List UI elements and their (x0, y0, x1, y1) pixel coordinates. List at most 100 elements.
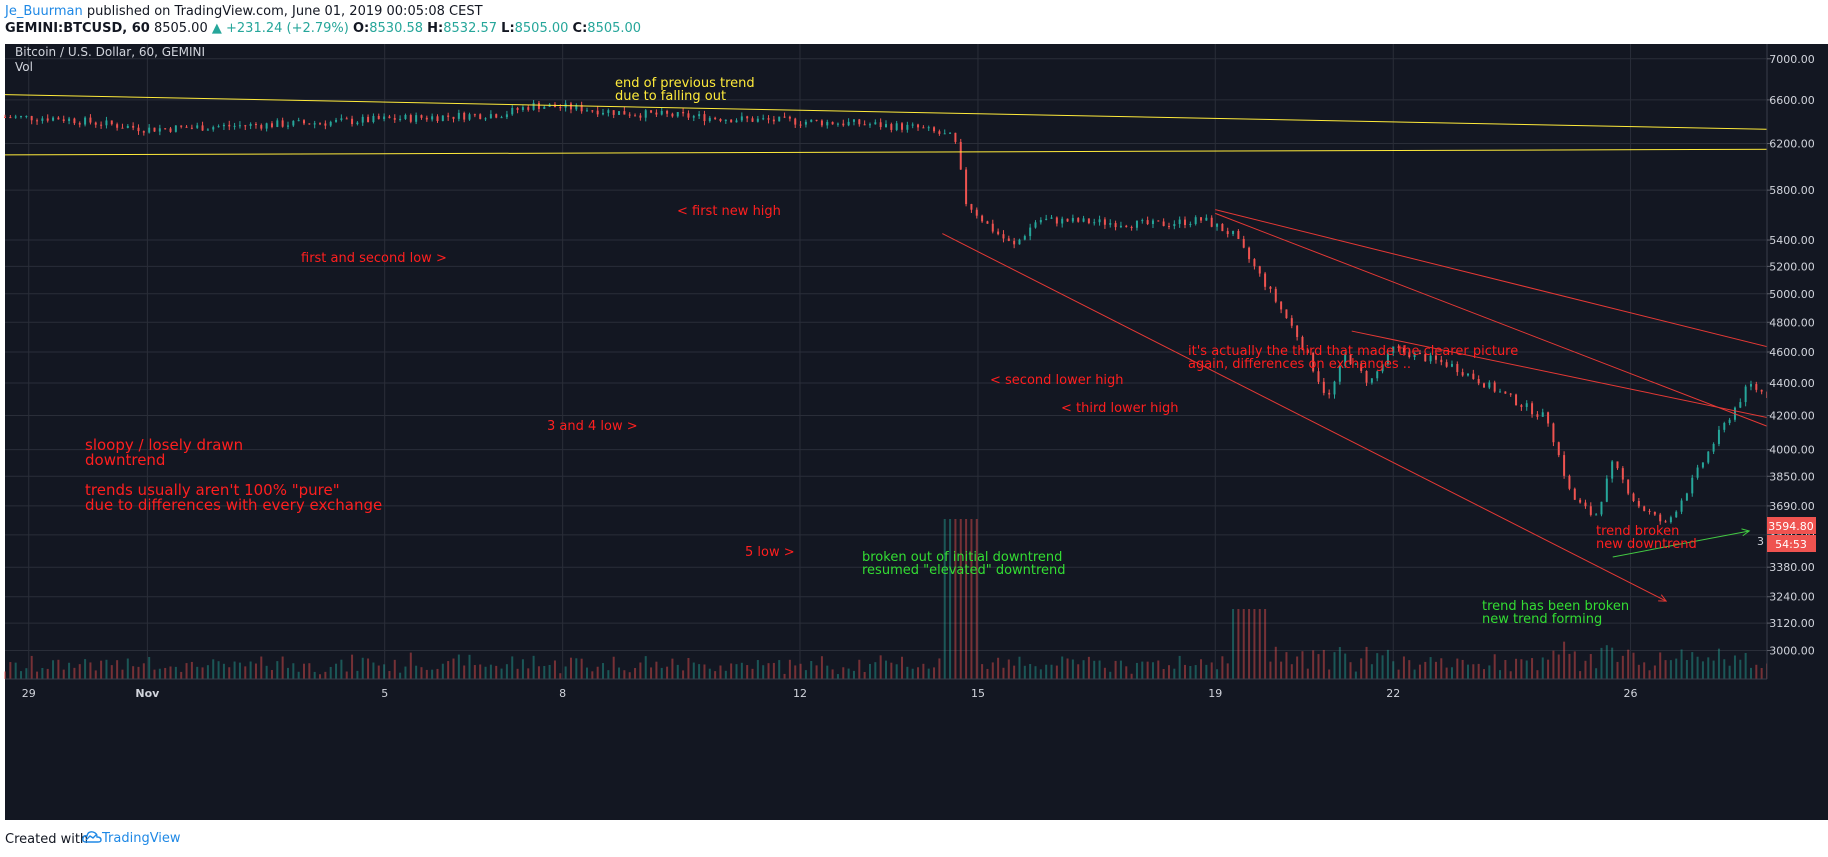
candle-body (1488, 382, 1491, 388)
volume-bar (906, 666, 909, 679)
candle-body (799, 124, 802, 126)
candle-body (1483, 383, 1486, 388)
time-axis[interactable] (5, 679, 1768, 705)
candle-body (933, 127, 936, 132)
candle-body (1253, 259, 1256, 267)
volume-bar (484, 666, 487, 679)
volume-bar (169, 666, 172, 679)
volume-bar (89, 662, 92, 679)
tradingview-logo[interactable]: TradingView (82, 830, 181, 846)
candle-body (351, 118, 354, 125)
candle-body (1354, 363, 1357, 365)
candle-body (105, 120, 108, 126)
annotation-third-clearer: again, differences on exchanges .. (1188, 357, 1411, 372)
volume-bar (1253, 609, 1256, 679)
candle-body (682, 112, 685, 114)
candle-body (906, 124, 909, 130)
price-axis[interactable] (1767, 44, 1828, 820)
volume-bar (585, 667, 588, 679)
candle-body (1531, 403, 1534, 415)
volume-bar (415, 665, 418, 679)
candle-body (1317, 371, 1320, 382)
trendline-red[interactable] (1215, 212, 1828, 627)
candle-body (938, 131, 941, 134)
candle-body (100, 124, 103, 126)
volume-bar (409, 652, 412, 679)
volume-bar (644, 656, 647, 679)
volume-bar (1370, 664, 1373, 679)
candle-body (1328, 392, 1331, 395)
volume-bar (254, 663, 257, 679)
candle-body (1579, 499, 1582, 503)
volume-bar (1675, 658, 1678, 679)
volume-bar (1354, 671, 1357, 679)
candle-body (1440, 359, 1443, 363)
volume-bar (1392, 661, 1395, 679)
candle-body (505, 114, 508, 118)
volume-bar (1424, 661, 1427, 679)
volume-bar (1744, 652, 1747, 679)
legend-title: Bitcoin / U.S. Dollar, 60, GEMINI (15, 45, 205, 59)
volume-bar (783, 673, 786, 679)
candle-body (489, 114, 492, 119)
volume-bar (1605, 645, 1608, 679)
volume-bar (687, 657, 690, 679)
candle-body (1755, 384, 1758, 390)
candle-body (1248, 247, 1251, 260)
volume-bar (863, 671, 866, 679)
volume-bar (153, 669, 156, 679)
trendline-yellow[interactable] (4, 94, 1828, 141)
volume-bar (1226, 663, 1229, 679)
volume-bar (708, 668, 711, 679)
trendline-red[interactable] (942, 233, 1667, 602)
candle-body (185, 126, 188, 128)
candle-body (1653, 511, 1656, 515)
volume-bar (762, 665, 765, 679)
volume-bar (1173, 668, 1176, 679)
candle-body (655, 112, 658, 115)
candle-body (772, 119, 775, 122)
volume-bar (612, 656, 615, 679)
candle-body (778, 116, 781, 122)
candle-body (324, 123, 327, 126)
candle-body (559, 107, 562, 109)
candle-body (1386, 352, 1389, 365)
candle-body (756, 118, 759, 122)
volume-bar (1760, 667, 1763, 679)
candle-body (500, 117, 503, 119)
candle-body (1306, 349, 1309, 353)
candle-body (116, 124, 119, 128)
volume-bar (719, 665, 722, 679)
volume-bar (121, 669, 124, 679)
candle-body (409, 115, 412, 122)
price-change: ▲ +231.24 (+2.79%) (211, 21, 349, 36)
partial-axis-label: 3 (1757, 535, 1764, 548)
volume-bar (1643, 662, 1646, 679)
volume-bar (1568, 653, 1571, 679)
volume-bar (1509, 671, 1512, 679)
trendline-red[interactable] (1215, 209, 1828, 627)
candle-body (1103, 219, 1106, 225)
candle-body (1141, 220, 1144, 222)
volume-bar (1317, 654, 1320, 679)
cloud-icon (82, 831, 102, 843)
candle-body (1007, 238, 1010, 241)
volume-bar (527, 668, 530, 679)
candle-body (1274, 288, 1277, 302)
candle-body (1605, 478, 1608, 502)
candle-body (879, 122, 882, 128)
candle-body (393, 118, 396, 120)
candle-body (1552, 423, 1555, 443)
candle-body (981, 215, 984, 222)
volume-bar (292, 663, 295, 679)
volume-bar (660, 667, 663, 679)
volume-bar (639, 662, 642, 679)
trendline-red[interactable] (1351, 330, 1828, 646)
trendline-green[interactable] (1612, 530, 1750, 558)
author-link[interactable]: Je_Buurman (5, 4, 83, 19)
volume-bar (281, 656, 284, 679)
last-price: 8505.00 (153, 21, 208, 36)
candle-body (9, 117, 12, 119)
candle-body (20, 116, 23, 118)
